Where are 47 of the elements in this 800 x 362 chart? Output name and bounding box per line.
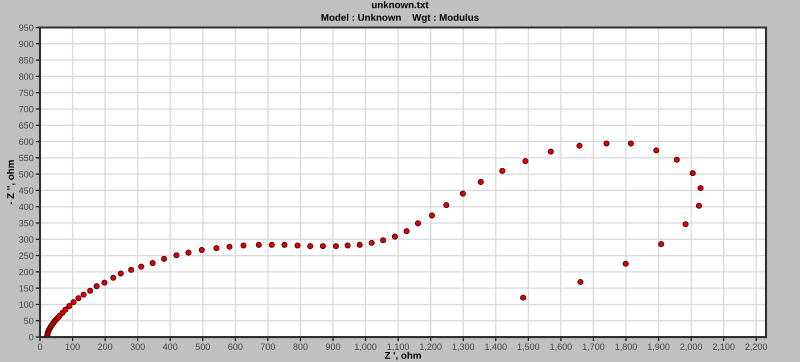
x-tick-label: 2,000	[680, 344, 702, 351]
chart-title: unknown.txt	[372, 1, 429, 8]
x-tick-label: 2,200	[745, 344, 768, 351]
x-tick-label: 0	[38, 344, 42, 350]
y-tick-label: 300	[19, 236, 34, 243]
y-tick-label: 700	[19, 106, 34, 112]
y-tick-label: 750	[19, 90, 34, 96]
y-tick-label: 900	[19, 40, 34, 48]
y-tick-label: 200	[19, 268, 34, 276]
x-tick-label: 1,700	[582, 344, 604, 351]
x-tick-label: 1,300	[452, 344, 474, 351]
x-tick-label: 1,100	[388, 344, 410, 351]
y-tick-label: 400	[18, 204, 34, 210]
x-tick-label: 500	[196, 344, 210, 350]
chart-subtitle: Model : Unknown Wgt : Modulus	[322, 14, 479, 23]
y-tick-label: 800	[19, 73, 34, 80]
y-tick-label: 350	[19, 220, 34, 226]
x-tick-label: 100	[66, 344, 80, 350]
y-tick-label: 550	[19, 154, 34, 162]
x-tick-label: 1,000	[354, 344, 377, 351]
x-tick-label: 1,800	[615, 344, 637, 351]
x-tick-label: 600	[228, 344, 243, 350]
x-axis-title: Z ', ohm	[384, 352, 421, 360]
y-tick-label: 500	[19, 171, 34, 178]
y-tick-label: 50	[24, 318, 34, 324]
y-tick-label: 100	[19, 301, 34, 308]
x-tick-label: 800	[293, 344, 308, 350]
y-tick-label: 950	[19, 24, 34, 31]
x-tick-label: 900	[326, 344, 340, 350]
x-tick-label: 1,200	[420, 344, 442, 351]
x-tick-label: 400	[162, 344, 178, 350]
x-tick-label: 200	[98, 344, 112, 350]
y-tick-label: 250	[19, 252, 34, 259]
x-tick-label: 700	[260, 344, 276, 350]
x-tick-label: 1,500	[518, 344, 540, 351]
y-axis-title: - Z '', ohm	[6, 160, 16, 204]
y-tick-label: 450	[18, 187, 34, 194]
x-tick-label: 2,100	[712, 344, 735, 351]
x-tick-label: 300	[130, 344, 145, 350]
y-tick-label: 600	[19, 138, 34, 145]
x-tick-label: 1,600	[550, 344, 572, 351]
y-tick-label: 0	[29, 334, 34, 340]
y-tick-label: 650	[19, 122, 34, 129]
y-tick-label: 850	[19, 57, 34, 64]
y-tick-label: 150	[19, 285, 34, 292]
x-tick-label: 1,900	[648, 344, 670, 351]
x-tick-label: 1,400	[485, 344, 507, 351]
